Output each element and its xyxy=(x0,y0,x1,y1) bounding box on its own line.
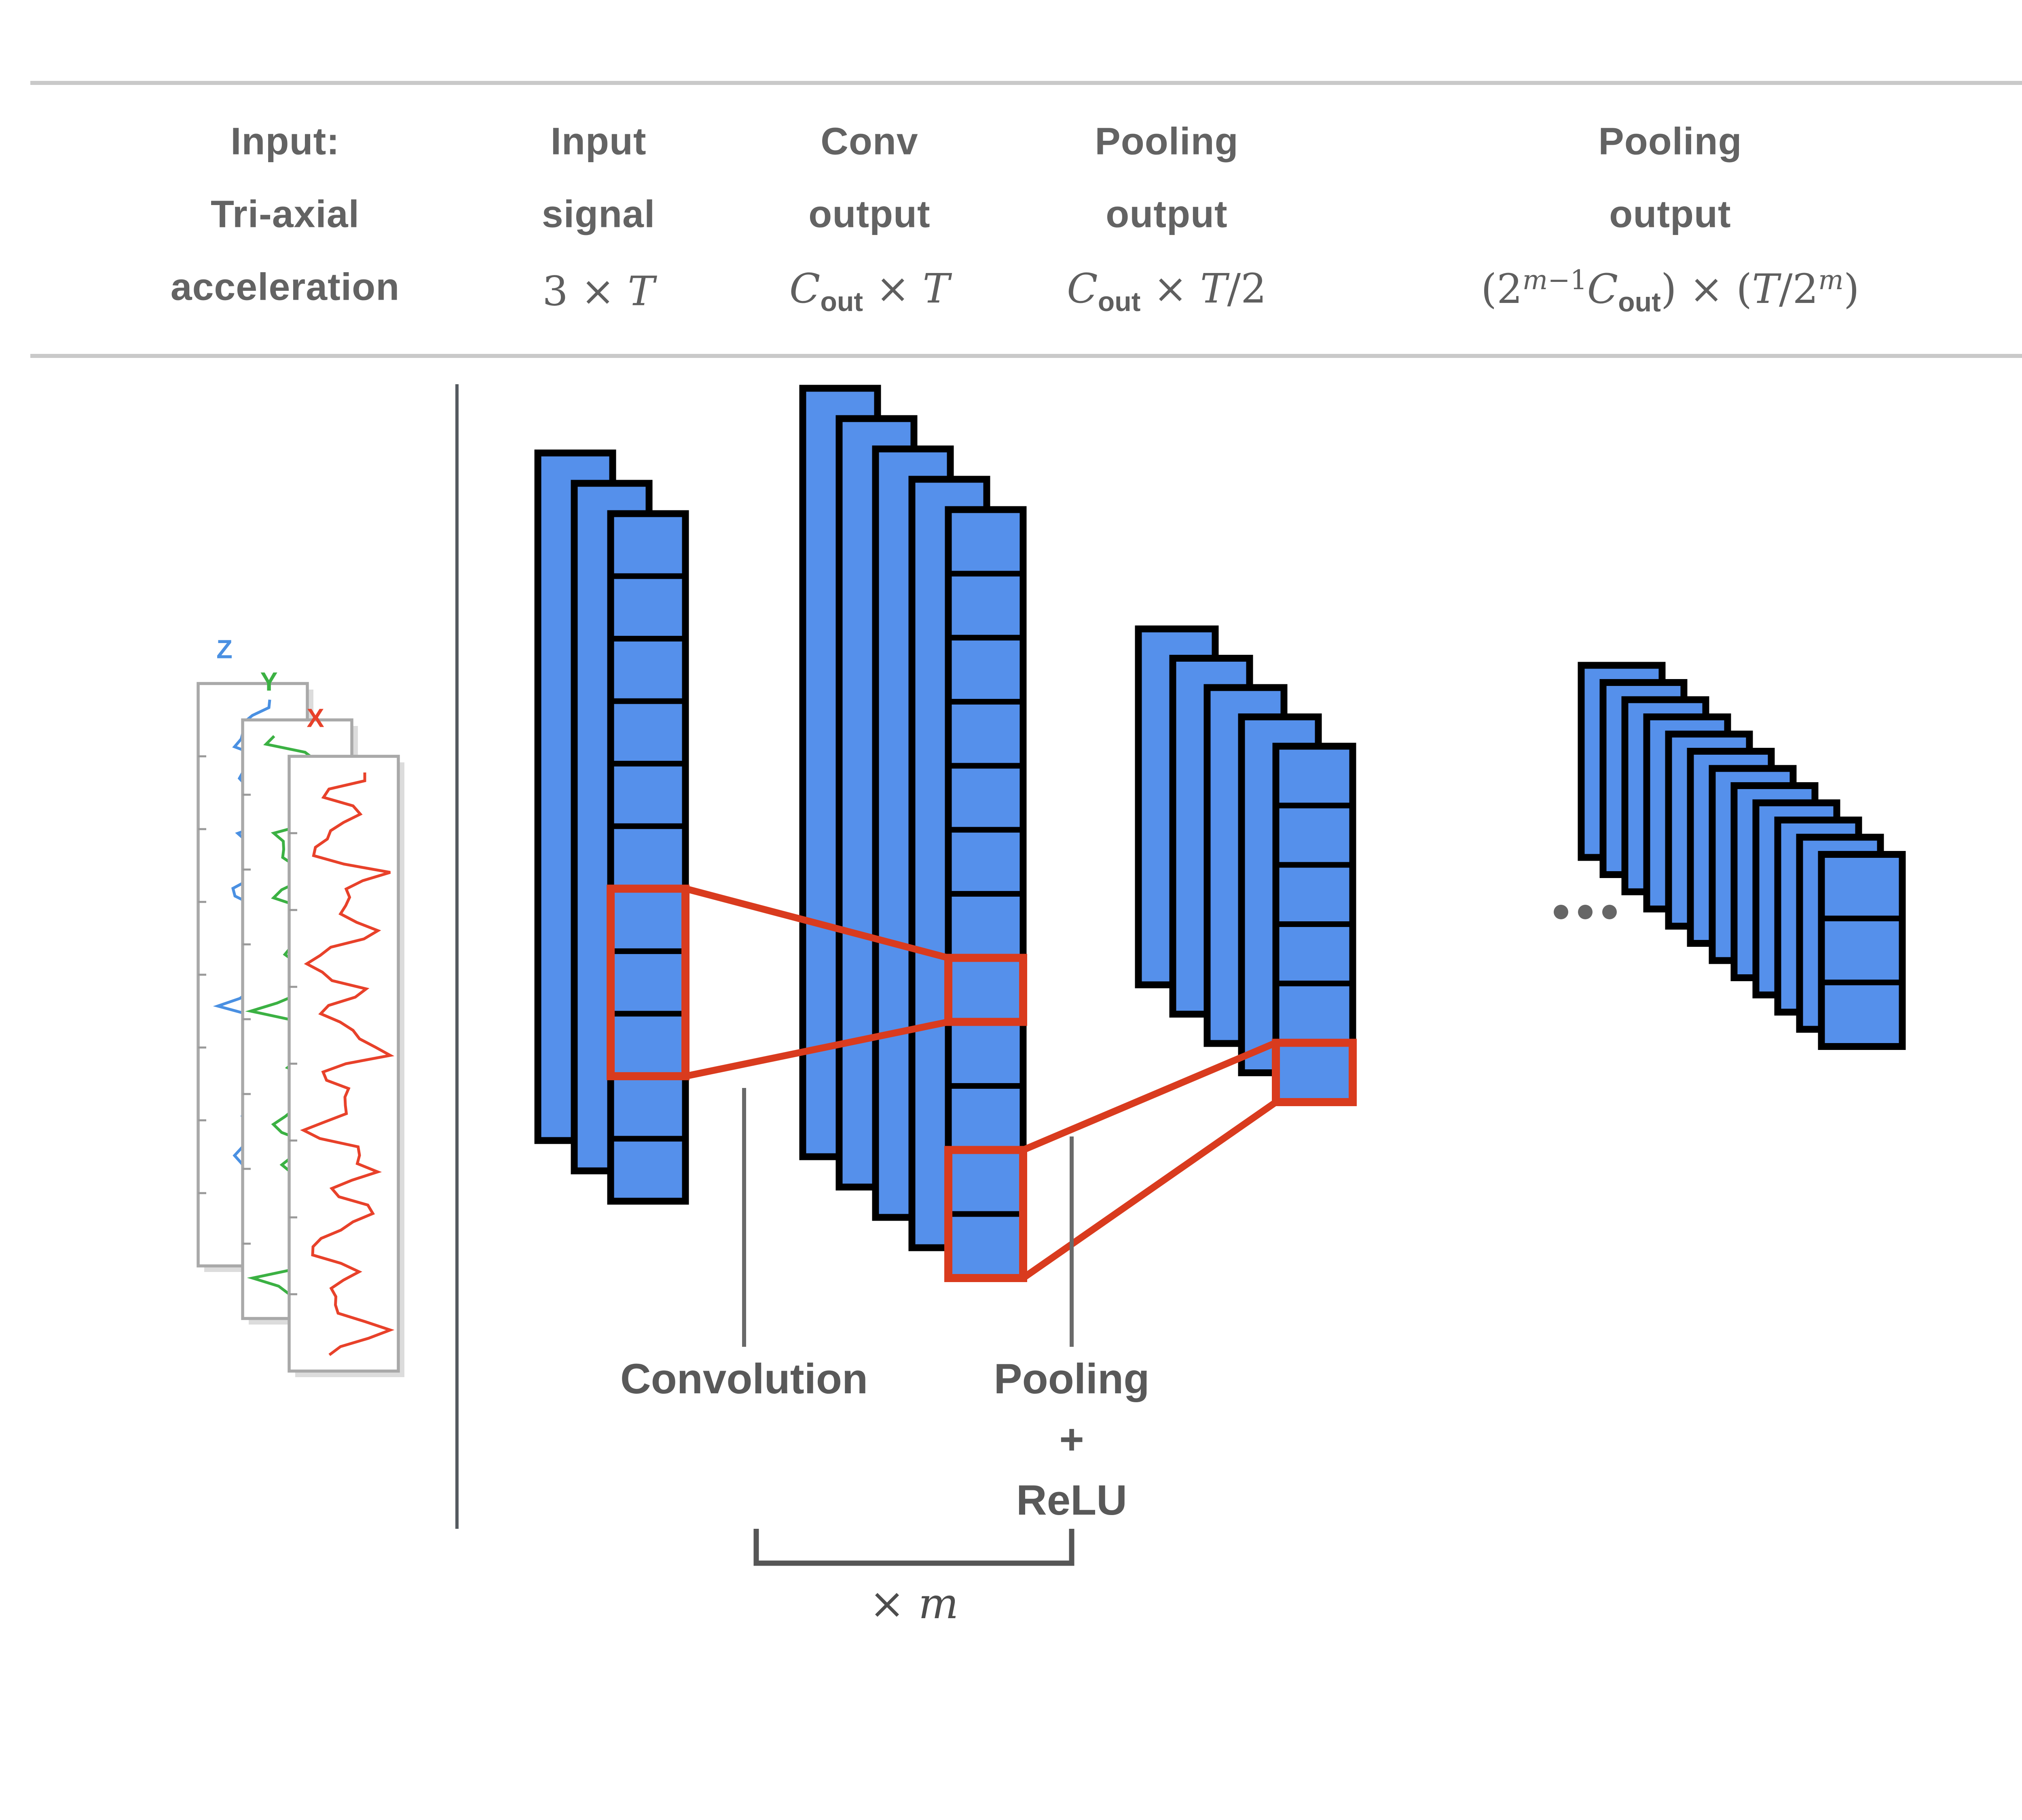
waveform-x xyxy=(300,772,395,1356)
header-pooling-output-m-line1: Pooling xyxy=(1598,120,1742,163)
header-input-line2: Tri-axial xyxy=(210,193,360,236)
header-pooling-output-m-line2: output xyxy=(1609,193,1731,236)
pool-receptive-line xyxy=(1022,1039,1277,1153)
conv-output-cell-box xyxy=(944,954,1027,1026)
header-input-signal-formula: 3 × T xyxy=(542,267,655,315)
pool-receptive-line xyxy=(1021,1099,1278,1281)
header-conv-output-line1: Conv xyxy=(821,120,918,163)
pooling-relu-label-line1: Pooling xyxy=(994,1355,1150,1403)
header-conv-output-line2: output xyxy=(808,193,931,236)
header-input-line3: acceleration xyxy=(170,265,400,309)
header-pooling-output-m-formula: (2m−1Cout) × (T/2m) xyxy=(1481,264,1859,318)
pooling-relu-label-line3: ReLU xyxy=(1016,1477,1127,1524)
ellipsis-dot xyxy=(1578,905,1593,919)
pooling-relu-label-line2: + xyxy=(1059,1416,1084,1463)
signal-axis-label-z: Z xyxy=(216,634,233,664)
header-input-signal-line2: signal xyxy=(541,193,656,236)
repeat-times-m-label: × m xyxy=(869,1579,959,1628)
pool-kernel-box xyxy=(944,1146,1027,1282)
header-pooling-output-formula: Cout × T/2 xyxy=(1067,265,1267,317)
conv-kernel-box xyxy=(607,885,690,1080)
header-pooling-output-line1: Pooling xyxy=(1095,120,1239,163)
ellipsis-dot xyxy=(1554,905,1569,919)
header-conv-output-formula: Cout × T xyxy=(789,265,950,317)
header-input-signal-line1: Input xyxy=(550,120,647,163)
header-pooling-output-line2: output xyxy=(1106,193,1228,236)
feature-map-column xyxy=(607,510,689,1205)
pool-output-cell-box xyxy=(1272,1039,1357,1106)
repeat-bracket xyxy=(753,1529,1074,1566)
convolution-label: Convolution xyxy=(620,1355,868,1403)
feature-map-column xyxy=(1818,851,1906,1050)
conv-receptive-line xyxy=(684,885,950,961)
signal-axis-label-x: X xyxy=(307,703,324,733)
header-input-line1: Input: xyxy=(231,120,340,163)
ellipsis-dot xyxy=(1602,905,1617,919)
signal-axis-label-y: Y xyxy=(260,667,278,696)
conv-receptive-line xyxy=(685,1018,949,1080)
